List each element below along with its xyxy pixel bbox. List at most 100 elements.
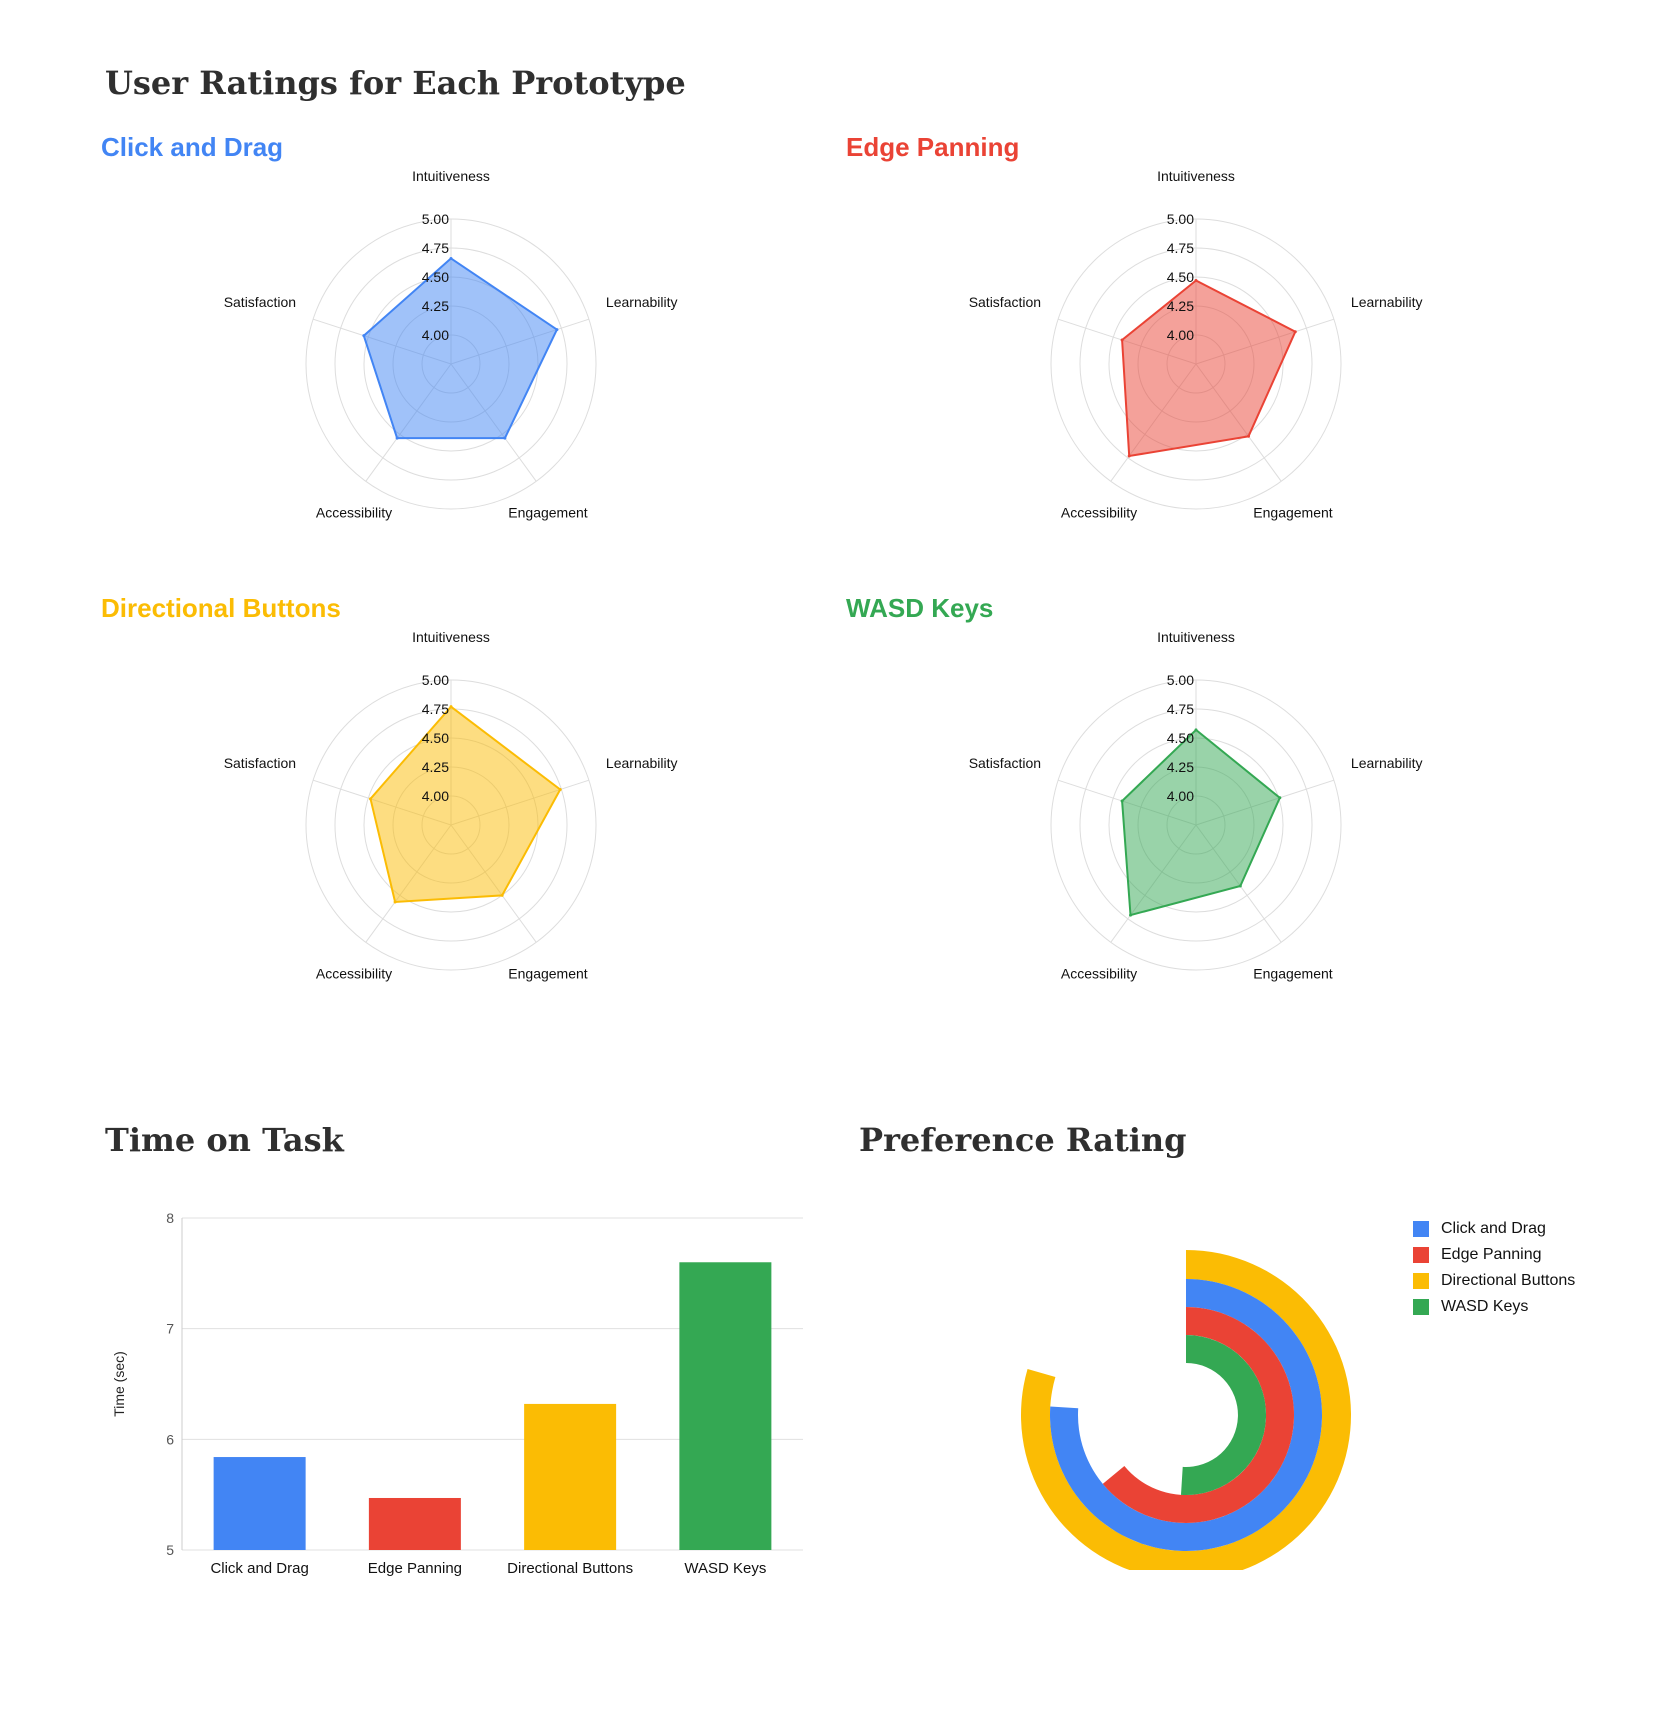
radial-tick-label: 4.00	[422, 788, 449, 804]
x-tick-label: WASD Keys	[684, 1560, 766, 1577]
legend-item-directional-buttons: Directional Buttons	[1413, 1268, 1575, 1294]
axis-label-accessibility: Accessibility	[316, 965, 392, 981]
axis-label-engagement: Engagement	[508, 504, 588, 520]
radial-tick-label: 4.75	[422, 240, 449, 256]
radial-tick-label: 4.25	[1167, 759, 1194, 775]
radar-area	[369, 705, 562, 904]
radar-point-satisfaction	[368, 797, 372, 801]
axis-label-intuitiveness: Intuitiveness	[412, 168, 490, 184]
axis-label-learnability: Learnability	[1351, 755, 1423, 771]
bar-directional-buttons	[524, 1403, 617, 1550]
radar-point-intuitiveness	[449, 256, 453, 260]
radar-point-accessibility	[393, 900, 397, 904]
radial-tick-label: 5.00	[422, 672, 449, 688]
legend-item-edge-panning: Edge Panning	[1413, 1242, 1575, 1268]
legend-label: Click and Drag	[1441, 1220, 1546, 1237]
axis-label-engagement: Engagement	[508, 965, 588, 981]
radial-tick-label: 4.50	[422, 730, 449, 746]
radial-tick-label: 4.75	[422, 701, 449, 717]
legend-swatch	[1413, 1221, 1429, 1237]
radial-bar-edge-panning	[1102, 1307, 1294, 1523]
radar-point-learnability	[1278, 796, 1282, 800]
radar-point-satisfaction	[1120, 338, 1124, 342]
axis-label-intuitiveness: Intuitiveness	[1157, 629, 1235, 645]
axis-label-satisfaction: Satisfaction	[224, 294, 296, 310]
axis-label-satisfaction: Satisfaction	[969, 755, 1041, 771]
radar-title-edge-panning: Edge Panning	[846, 132, 1020, 162]
radar-title-wasd-keys: WASD Keys	[846, 593, 994, 623]
radar-point-learnability	[555, 328, 559, 332]
radial-tick-label: 5.00	[1167, 211, 1194, 227]
legend-label: Edge Panning	[1441, 1246, 1542, 1263]
radar-title-directional-buttons: Directional Buttons	[101, 593, 341, 623]
radial-tick-label: 4.50	[1167, 730, 1194, 746]
axis-label-engagement: Engagement	[1253, 965, 1333, 981]
radial-tick-label: 4.00	[1167, 327, 1194, 343]
radar-point-engagement	[503, 436, 507, 440]
radial-tick-label: 4.75	[1167, 240, 1194, 256]
legend-swatch	[1413, 1273, 1429, 1289]
preference-legend: Click and Drag Edge Panning Directional …	[1413, 1216, 1575, 1320]
radar-title-click-and-drag: Click and Drag	[101, 132, 284, 162]
radar-point-learnability	[558, 788, 562, 792]
x-tick-label: Edge Panning	[368, 1560, 462, 1577]
radial-tick-label: 4.75	[1167, 701, 1194, 717]
radar-point-satisfaction	[1120, 799, 1124, 803]
legend-item-click-and-drag: Click and Drag	[1413, 1216, 1575, 1242]
radial-tick-label: 4.25	[422, 759, 449, 775]
axis-label-intuitiveness: Intuitiveness	[412, 629, 490, 645]
bar-click-and-drag	[213, 1457, 306, 1550]
radar-point-intuitiveness	[1194, 728, 1198, 732]
legend-item-wasd-keys: WASD Keys	[1413, 1294, 1575, 1320]
axis-label-learnability: Learnability	[606, 294, 678, 310]
radial-tick-label: 4.50	[1167, 269, 1194, 285]
time-on-task-bar-chart: 5 6 7 8 Time (sec) Click and Drag Edge Panning…	[111, 1210, 803, 1577]
radial-tick-label: 4.25	[1167, 298, 1194, 314]
radar-point-engagement	[500, 893, 504, 897]
bar-wasd-keys	[679, 1262, 772, 1550]
radar-point-learnability	[1293, 330, 1297, 334]
axis-label-learnability: Learnability	[1351, 294, 1423, 310]
y-tick-label: 5	[166, 1542, 174, 1558]
axis-label-accessibility: Accessibility	[1061, 504, 1137, 520]
radial-tick-label: 5.00	[422, 211, 449, 227]
radar-point-accessibility	[1129, 913, 1133, 917]
radar-point-engagement	[1238, 884, 1242, 888]
legend-swatch	[1413, 1247, 1429, 1263]
axis-label-satisfaction: Satisfaction	[224, 755, 296, 771]
y-axis-label: Time (sec)	[111, 1351, 127, 1417]
y-tick-label: 8	[166, 1210, 174, 1226]
legend-swatch	[1413, 1299, 1429, 1315]
radar-chart-wasd-keys: 4.00 4.25 4.50 4.75 5.00 Intuitiveness Learnab…	[969, 629, 1423, 981]
axis-label-engagement: Engagement	[1253, 504, 1333, 520]
radar-area	[1121, 279, 1297, 458]
page-title: User Ratings for Each Prototype	[105, 64, 686, 102]
axis-label-accessibility: Accessibility	[1061, 965, 1137, 981]
radar-point-accessibility	[395, 436, 399, 440]
time-on-task-title: Time on Task	[105, 1121, 344, 1159]
radial-tick-label: 4.00	[422, 327, 449, 343]
radar-chart-edge-panning: 4.00 4.25 4.50 4.75 5.00 Intuitiveness Learnab…	[969, 168, 1423, 520]
radar-point-intuitiveness	[1194, 278, 1198, 282]
radar-chart-directional-buttons: 4.00 4.25 4.50 4.75 5.00 Intuitiveness Learnab…	[224, 629, 678, 981]
y-tick-label: 6	[166, 1431, 174, 1447]
radar-point-accessibility	[1127, 454, 1131, 458]
axis-label-learnability: Learnability	[606, 755, 678, 771]
radial-tick-label: 4.25	[422, 298, 449, 314]
radar-point-engagement	[1247, 434, 1251, 438]
x-tick-label: Click and Drag	[210, 1560, 308, 1577]
radar-point-satisfaction	[362, 334, 366, 338]
radial-tick-label: 4.00	[1167, 788, 1194, 804]
preference-rating-title: Preference Rating	[859, 1121, 1187, 1159]
y-tick-label: 7	[166, 1321, 174, 1337]
preference-radial-chart	[1021, 1250, 1351, 1570]
radial-bar-wasd-keys	[1180, 1335, 1267, 1495]
legend-label: Directional Buttons	[1441, 1272, 1576, 1289]
radar-area	[1121, 728, 1282, 917]
axis-label-intuitiveness: Intuitiveness	[1157, 168, 1235, 184]
radial-tick-label: 4.50	[422, 269, 449, 285]
bar-edge-panning	[368, 1497, 461, 1550]
radar-point-intuitiveness	[449, 705, 453, 709]
x-tick-label: Directional Buttons	[507, 1560, 633, 1577]
axis-label-accessibility: Accessibility	[316, 504, 392, 520]
